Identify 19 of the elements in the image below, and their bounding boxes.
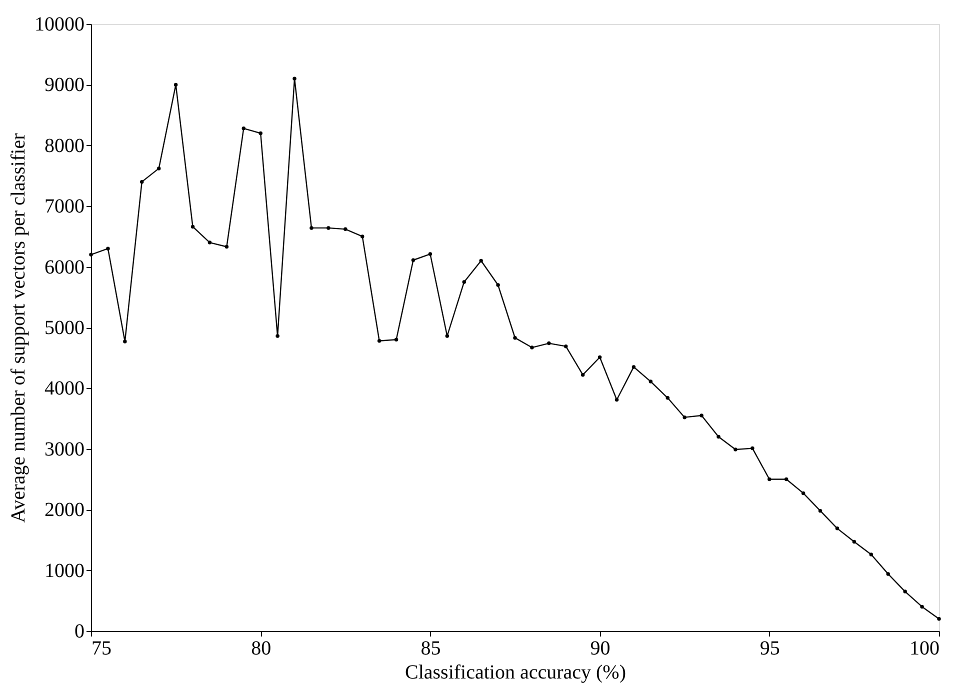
x-tick-label: 85 — [420, 638, 441, 660]
y-tick-label: 3000 — [44, 438, 84, 460]
y-tick-label: 4000 — [44, 378, 84, 400]
y-tick-label: 2000 — [44, 499, 84, 522]
x-axis-title: Classification accuracy (%) — [404, 662, 626, 684]
y-tick-label: 6000 — [44, 256, 84, 278]
y-tick-label: 9000 — [44, 74, 84, 96]
y-axis-title: Average number of support vectors per classifier — [8, 132, 30, 523]
y-tick-label: 5000 — [44, 317, 84, 339]
x-tick-label: 80 — [251, 638, 272, 660]
y-tick-label: 0 — [74, 620, 84, 642]
y-tick-label: 10000 — [34, 14, 84, 36]
x-tick-label: 100 — [910, 638, 940, 660]
y-tick-label: 1000 — [44, 560, 84, 582]
y-tick-label: 8000 — [44, 134, 84, 157]
x-tick-label: 75 — [92, 638, 112, 660]
x-tick-label: 90 — [590, 638, 610, 660]
x-tick-label: 95 — [760, 638, 780, 660]
y-tick-label: 7000 — [44, 196, 84, 218]
